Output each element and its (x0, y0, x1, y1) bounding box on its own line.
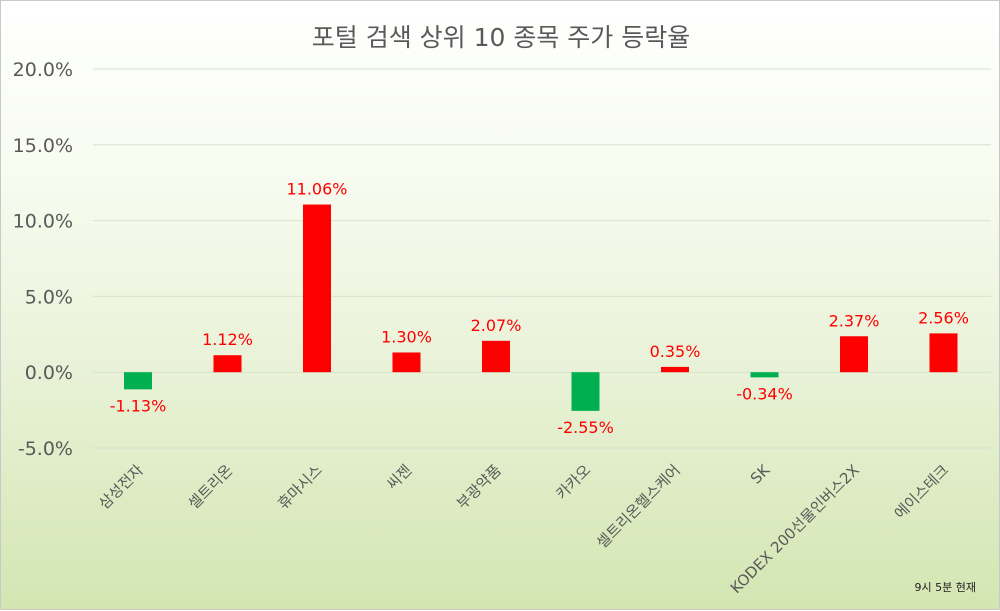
x-tick-label: 휴마시스 (274, 461, 326, 513)
bar (750, 372, 779, 378)
bar (929, 333, 958, 373)
bar (482, 340, 510, 373)
data-label: 1.12% (202, 330, 253, 349)
data-label: 11.06% (286, 180, 347, 199)
data-label: 2.56% (918, 308, 969, 327)
gridlines (93, 68, 991, 449)
y-tick-label: -5.0% (18, 438, 73, 460)
y-tick-label: 5.0% (25, 286, 73, 308)
x-tick-label: 에이스테크 (891, 461, 953, 523)
data-label: -1.13% (110, 396, 167, 415)
x-tick-label: KODEX 200선물인버스2X (727, 461, 863, 597)
bar (124, 372, 152, 390)
y-tick-label: 0.0% (25, 362, 73, 384)
x-tick-label: 셀트리온헬스케어 (593, 461, 684, 552)
data-label: -2.55% (557, 418, 614, 437)
time-note: 9시 5분 현재 (915, 581, 976, 594)
data-label: 2.07% (471, 316, 522, 335)
x-tick-label: SK (747, 460, 774, 487)
data-label: 2.37% (829, 311, 880, 330)
bar (661, 366, 689, 373)
chart-title: 포털 검색 상위 10 종목 주가 등락율 (312, 23, 691, 52)
y-tick-label: 10.0% (13, 211, 73, 233)
bar (303, 204, 331, 373)
data-label: 1.30% (381, 327, 432, 346)
bar (840, 336, 868, 373)
y-tick-label: 20.0% (13, 59, 73, 81)
x-tick-label: 부광약품 (453, 461, 505, 513)
bars (124, 204, 958, 411)
data-label: 0.35% (650, 342, 701, 361)
x-tick-label: 씨젠 (383, 461, 415, 493)
bar (392, 352, 421, 373)
x-tick-label: 셀트리온 (185, 461, 237, 513)
data-label: -0.34% (736, 384, 793, 403)
y-tick-label: 15.0% (13, 135, 73, 157)
bar (213, 355, 242, 373)
y-axis-ticks: 20.0% 15.0% 10.0% 5.0% 0.0% -5.0% (13, 59, 73, 460)
x-tick-label: 삼성전자 (95, 461, 147, 513)
x-tick-label: 카카오 (552, 461, 594, 503)
bar (571, 372, 600, 411)
data-labels: -1.13% 1.12% 11.06% 1.30% 2.07% -2.55% 0.35% -0… (110, 180, 969, 437)
